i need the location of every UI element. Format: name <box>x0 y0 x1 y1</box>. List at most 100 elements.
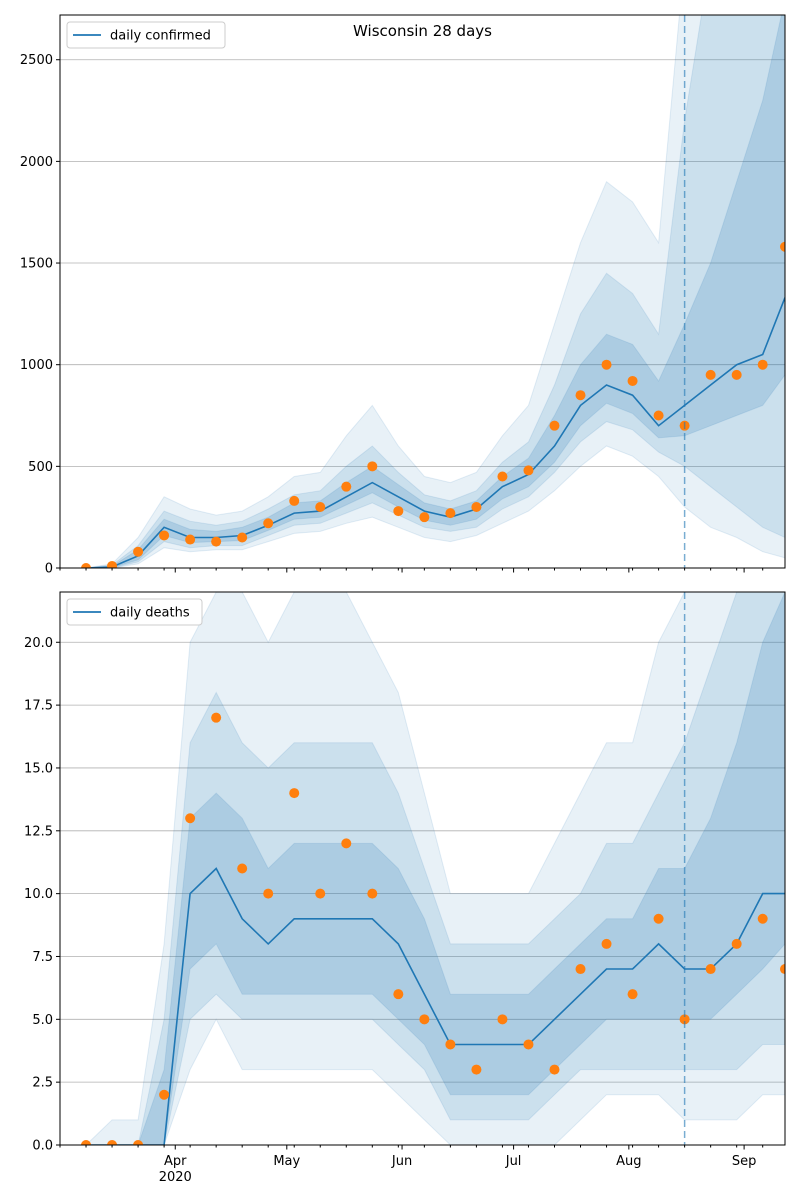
x-tick-label: Sep <box>732 1154 757 1169</box>
axes-frame <box>59 591 786 1146</box>
legend: daily deaths <box>66 598 203 626</box>
observed-point <box>523 1039 534 1050</box>
observed-point <box>471 1064 482 1075</box>
observed-point <box>731 369 742 380</box>
y-tick-label: 0 <box>45 562 53 577</box>
observed-point <box>523 465 534 476</box>
uncertainty-band-0 <box>85 592 785 1145</box>
observed-point <box>393 989 404 1000</box>
y-tick-label: 12.5 <box>24 824 53 839</box>
y-tick-label: 15.0 <box>24 761 53 776</box>
observed-point <box>497 471 508 482</box>
observed-point <box>780 241 785 252</box>
observed-point <box>471 502 482 513</box>
observed-point <box>263 888 274 899</box>
legend: daily confirmed <box>66 21 226 49</box>
observed-point <box>679 1014 690 1025</box>
legend-box <box>66 21 226 49</box>
legend-box <box>66 598 203 626</box>
observed-point <box>653 913 664 924</box>
observed-point <box>445 1039 456 1050</box>
uncertainty-band-2 <box>85 15 785 568</box>
y-tick-label: 2000 <box>20 155 53 170</box>
observed-point <box>653 410 664 421</box>
observed-point <box>627 989 638 1000</box>
y-tick-label: 1000 <box>20 358 53 373</box>
uncertainty-band-2 <box>86 592 785 1145</box>
confirmed-chart: 0 500 1000 1500 2000 2500 Wisconsin 28 days dai… <box>20 14 786 577</box>
y-tick-label: 5.0 <box>32 1013 53 1028</box>
observed-point <box>237 532 248 543</box>
observed-point <box>497 1014 508 1025</box>
uncertainty-band-1 <box>85 15 785 568</box>
observed-point <box>133 1140 144 1145</box>
x-tick-label: Jun <box>391 1154 412 1169</box>
observed-point <box>445 508 456 519</box>
observed-point <box>185 534 196 545</box>
observed-point <box>159 530 170 541</box>
observed-point <box>81 1140 92 1145</box>
x-tick-label: Jul <box>505 1154 522 1169</box>
observed-point <box>757 359 768 370</box>
observed-point <box>419 512 430 523</box>
x-year-label: 2020 <box>159 1170 192 1185</box>
y-tick-label: 0.0 <box>32 1139 53 1154</box>
axes-frame <box>59 14 786 569</box>
observed-point <box>419 1014 430 1025</box>
observed-point <box>705 369 716 380</box>
observed-point <box>211 536 222 547</box>
y-tick-label: 17.5 <box>24 699 53 714</box>
observed-point <box>367 461 378 472</box>
plot-area <box>60 15 785 568</box>
y-tick-label: 2500 <box>20 53 53 68</box>
observed-point <box>575 964 586 975</box>
legend-label: daily confirmed <box>110 29 211 44</box>
plot-area <box>60 592 785 1145</box>
observed-point <box>731 938 742 949</box>
observed-point <box>601 359 612 370</box>
x-tick-label: Aug <box>616 1154 641 1169</box>
x-tick-label: May <box>273 1154 300 1169</box>
observed-point <box>549 420 560 431</box>
y-tick-label: 500 <box>28 460 53 475</box>
observed-point <box>341 481 352 492</box>
plot-content <box>81 15 785 568</box>
series-line-daily-confirmed <box>85 297 785 568</box>
observed-point <box>185 813 196 824</box>
plot-content <box>81 592 785 1145</box>
y-tick-label: 20.0 <box>24 636 53 651</box>
observed-point <box>81 563 92 568</box>
y-tick-label: 2.5 <box>32 1076 53 1091</box>
chart-title: Wisconsin 28 days <box>353 22 492 40</box>
observed-point <box>367 888 378 899</box>
observed-point <box>315 502 326 513</box>
y-tick-label: 1500 <box>20 257 53 272</box>
observed-point <box>289 495 300 506</box>
series-line-daily-deaths <box>86 867 785 1145</box>
observed-point <box>107 560 118 568</box>
observed-point <box>575 390 586 401</box>
observed-point <box>627 375 638 386</box>
observed-point <box>107 1140 118 1145</box>
y-tick-label: 10.0 <box>24 887 53 902</box>
uncertainty-band-1 <box>86 592 785 1145</box>
observed-point <box>237 863 248 874</box>
y-tick-label: 7.5 <box>32 950 53 965</box>
observed-point <box>289 788 300 799</box>
observed-point <box>263 518 274 529</box>
observed-point <box>601 938 612 949</box>
observed-point <box>549 1064 560 1075</box>
uncertainty-band-0 <box>85 15 785 568</box>
observed-point <box>780 964 785 975</box>
observed-point <box>211 712 222 723</box>
observed-point <box>341 838 352 849</box>
x-tick-label: Apr <box>164 1154 187 1169</box>
observed-point <box>159 1089 170 1100</box>
observed-point <box>393 506 404 517</box>
legend-label: daily deaths <box>110 606 190 621</box>
observed-point <box>315 888 326 899</box>
observed-point <box>133 546 144 557</box>
observed-point <box>705 964 716 975</box>
